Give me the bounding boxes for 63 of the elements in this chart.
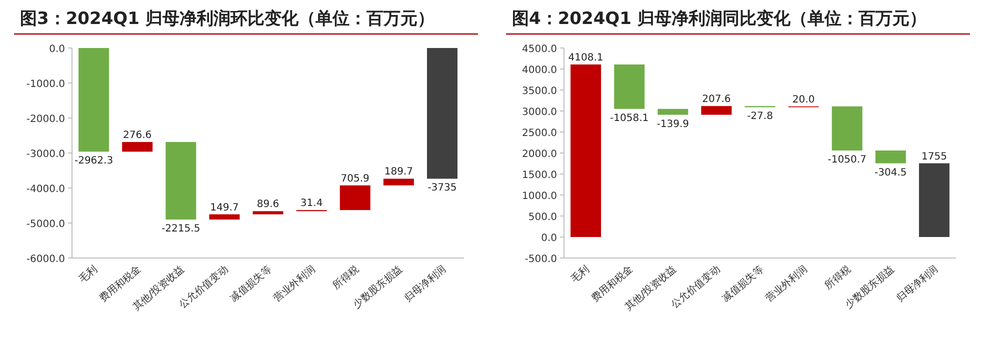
bar — [570, 64, 602, 237]
data-label: -1058.1 — [610, 112, 649, 124]
bar — [875, 150, 906, 164]
bar — [122, 142, 153, 152]
data-label: 705.9 — [340, 173, 370, 184]
bar — [658, 108, 688, 115]
y-tick-label: 4500.0 — [522, 44, 557, 55]
x-tick-label: 营业外利润 — [763, 263, 810, 304]
data-label: 1755 — [921, 151, 947, 162]
y-tick-label: 1000.0 — [522, 191, 557, 202]
bar — [701, 106, 732, 115]
bar — [918, 163, 950, 237]
data-label: 189.7 — [384, 166, 413, 178]
x-tick-label: 减值损失等 — [720, 263, 766, 304]
bar — [340, 185, 370, 210]
y-tick-label: 500.0 — [528, 212, 557, 223]
y-tick-label: -500.0 — [524, 254, 557, 265]
y-tick-label: -4000.0 — [26, 184, 65, 195]
x-tick-label: 毛利 — [568, 263, 592, 286]
x-tick-label: 营业外利润 — [271, 263, 318, 304]
y-tick-label: -5000.0 — [26, 219, 65, 230]
data-label: 31.4 — [300, 198, 323, 210]
bar — [383, 178, 414, 186]
data-label: -27.8 — [747, 111, 773, 122]
x-tick-label: 所得税 — [822, 263, 854, 292]
bar — [209, 214, 240, 220]
data-label: -139.9 — [656, 118, 690, 130]
y-tick-label: 0.0 — [541, 233, 557, 244]
y-tick-label: 2000.0 — [522, 149, 557, 160]
bar — [78, 48, 110, 152]
y-tick-label: 3500.0 — [522, 86, 557, 97]
x-tick-label: 归母净利润 — [402, 263, 448, 304]
y-tick-label: 0.0 — [49, 44, 65, 55]
chart-title: 图3：2024Q1 归母净利润环比变化（单位：百万元） — [20, 9, 434, 29]
y-tick-label: -1000.0 — [26, 79, 65, 90]
data-label: 4108.1 — [568, 52, 604, 64]
y-tick-label: 3000.0 — [522, 107, 557, 118]
data-label: -3735 — [428, 182, 457, 194]
bar — [252, 211, 284, 214]
y-tick-label: -3000.0 — [26, 149, 65, 160]
data-label: 276.6 — [123, 130, 152, 141]
data-label: -2215.5 — [162, 224, 200, 235]
data-label: 89.6 — [256, 199, 280, 210]
x-tick-label: 归母净利润 — [894, 263, 940, 304]
data-label: -2962.3 — [74, 156, 114, 167]
chart-title: 图4：2024Q1 归母净利润同比变化（单位：百万元） — [512, 9, 926, 29]
data-label: -1050.7 — [828, 154, 866, 166]
x-tick-label: 减值损失等 — [228, 263, 274, 304]
bar — [832, 106, 862, 151]
y-tick-label: -2000.0 — [26, 114, 65, 125]
bar — [166, 142, 196, 220]
x-tick-label: 毛利 — [76, 263, 100, 286]
bar — [426, 48, 458, 179]
data-label: 149.7 — [210, 202, 239, 214]
data-label: 207.6 — [702, 94, 731, 106]
y-tick-label: 4000.0 — [522, 65, 557, 76]
x-tick-label: 所得税 — [330, 263, 362, 292]
y-tick-label: 1500.0 — [522, 170, 557, 181]
y-tick-label: -6000.0 — [26, 254, 65, 265]
data-label: -304.5 — [874, 167, 907, 178]
data-label: 20.0 — [792, 94, 815, 106]
bar — [614, 64, 645, 109]
y-tick-label: 2500.0 — [522, 128, 557, 139]
